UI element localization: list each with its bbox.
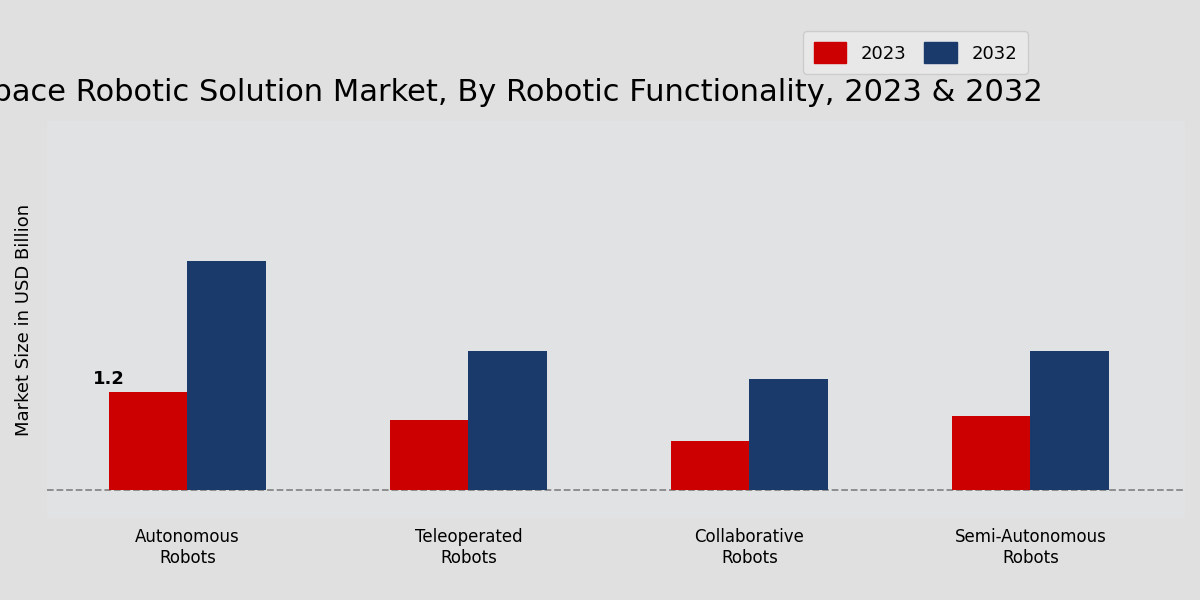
Bar (750, 379, 828, 490)
Y-axis label: Market Size in USD Billion: Market Size in USD Billion (14, 204, 34, 436)
Text: 1.2: 1.2 (92, 370, 125, 388)
Text: Space Robotic Solution Market, By Robotic Functionality, 2023 & 2032: Space Robotic Solution Market, By Roboti… (0, 77, 1043, 107)
Bar (671, 441, 750, 490)
Bar (109, 392, 187, 490)
Bar (1031, 350, 1109, 490)
Bar (468, 350, 547, 490)
Bar (187, 260, 266, 490)
Bar (390, 420, 468, 490)
Legend: 2023, 2032: 2023, 2032 (803, 31, 1028, 74)
Bar (952, 416, 1031, 490)
